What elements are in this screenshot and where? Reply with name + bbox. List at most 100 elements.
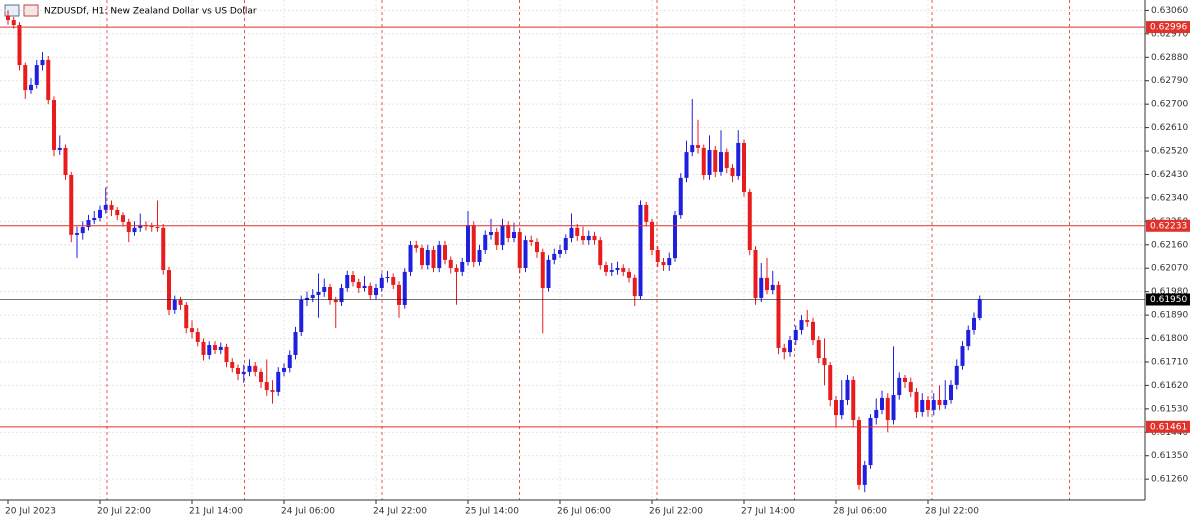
- candle-body: [184, 304, 189, 329]
- icon: [23, 4, 39, 17]
- candle-body: [713, 150, 718, 172]
- candle-body: [799, 320, 804, 330]
- x-tick-label: 20 Jul 22:00: [97, 507, 151, 517]
- candle-body: [379, 277, 384, 289]
- candle-body: [391, 277, 396, 285]
- level-box: [1146, 219, 1190, 232]
- candle-body: [241, 371, 246, 374]
- candle-body: [17, 25, 22, 66]
- candle-body: [897, 377, 902, 396]
- candle-body: [408, 245, 413, 272]
- candle-body: [857, 420, 861, 485]
- candle-body: [86, 220, 91, 228]
- y-tick-label: 0.61620: [1151, 381, 1188, 391]
- level-label: 0.62233: [1150, 221, 1187, 231]
- candle-body: [149, 226, 154, 228]
- candle-body: [132, 227, 137, 233]
- candle-body: [259, 371, 263, 383]
- y-tick-label: 0.61890: [1151, 311, 1188, 321]
- candle-body: [276, 371, 281, 392]
- candle-body: [621, 267, 626, 272]
- candle-body: [586, 235, 591, 241]
- candle-body: [644, 204, 649, 222]
- candle-body: [414, 245, 419, 248]
- candle-body: [471, 225, 476, 262]
- y-tick-label: 0.63060: [1151, 6, 1188, 16]
- candle-body: [270, 390, 275, 392]
- y-tick-label: 0.62430: [1151, 170, 1188, 180]
- candle-body: [960, 346, 965, 366]
- candle-body: [563, 238, 568, 250]
- level-label: 0.61950: [1150, 295, 1187, 305]
- candle-body: [937, 400, 942, 405]
- candle-body: [776, 284, 781, 348]
- candle-body: [678, 177, 683, 216]
- candle-body: [115, 209, 120, 216]
- y-tick-label: 0.62340: [1151, 193, 1188, 203]
- candle-body: [201, 341, 206, 355]
- candle-body: [310, 295, 315, 298]
- candle-body: [477, 250, 482, 262]
- candle-body: [230, 361, 235, 368]
- candle-body: [218, 346, 223, 350]
- x-tick-label: 26 Jul 06:00: [557, 507, 611, 517]
- candle-body: [236, 367, 240, 374]
- candle-body: [69, 175, 74, 235]
- candle-body: [23, 65, 28, 91]
- candle-body: [707, 150, 712, 175]
- candle-body: [822, 358, 827, 366]
- candle-body: [747, 191, 752, 250]
- y-tick-label: 0.61980: [1151, 287, 1188, 297]
- candle-body: [736, 142, 741, 177]
- x-tick-label: 21 Jul 14:00: [189, 507, 243, 517]
- candle-body: [874, 409, 879, 418]
- candle-body: [805, 320, 810, 322]
- candle-body: [845, 379, 850, 400]
- candle-body: [540, 252, 545, 289]
- candle-body: [529, 240, 534, 242]
- candle-body: [592, 235, 597, 241]
- candle-body: [253, 365, 258, 372]
- candle-body: [356, 282, 361, 289]
- candle-body: [437, 245, 442, 268]
- candle-body: [517, 232, 522, 268]
- candle-body: [811, 321, 815, 341]
- candle-body: [650, 221, 654, 250]
- candle-body: [575, 227, 580, 236]
- candle-body: [264, 382, 269, 391]
- candle-body: [851, 379, 856, 421]
- candle-body: [816, 340, 821, 359]
- candle-body: [63, 147, 68, 175]
- candle-body: [40, 59, 45, 66]
- candle-body: [339, 288, 344, 303]
- candle-body: [730, 167, 735, 177]
- candle-body: [138, 225, 143, 228]
- x-tick-label: 20 Jul 2023: [5, 507, 56, 517]
- candle-body: [178, 300, 183, 305]
- y-tick-label: 0.61260: [1151, 475, 1188, 485]
- x-tick-label: 24 Jul 22:00: [373, 507, 427, 517]
- y-tick-label: 0.62610: [1151, 123, 1188, 133]
- candle-body: [834, 400, 838, 416]
- candle-body: [460, 261, 465, 272]
- candle-body: [839, 400, 844, 416]
- candle-body: [172, 300, 177, 310]
- candle-body: [908, 382, 913, 392]
- candle-body: [443, 245, 447, 260]
- candle-body: [500, 225, 505, 246]
- candle-body: [903, 377, 907, 383]
- y-tick-label: 0.62520: [1151, 147, 1188, 157]
- candle-body: [753, 250, 758, 298]
- candle-body: [552, 253, 557, 260]
- y-tick-label: 0.62880: [1151, 53, 1188, 63]
- candle-body: [155, 227, 160, 229]
- candle-body: [690, 145, 695, 153]
- candle-body: [29, 84, 33, 91]
- candle-body: [126, 221, 131, 233]
- level-box: [1146, 293, 1190, 306]
- candle-body: [609, 270, 614, 272]
- candle-body: [92, 217, 97, 221]
- candle-body: [782, 347, 787, 353]
- candle-body: [742, 142, 746, 192]
